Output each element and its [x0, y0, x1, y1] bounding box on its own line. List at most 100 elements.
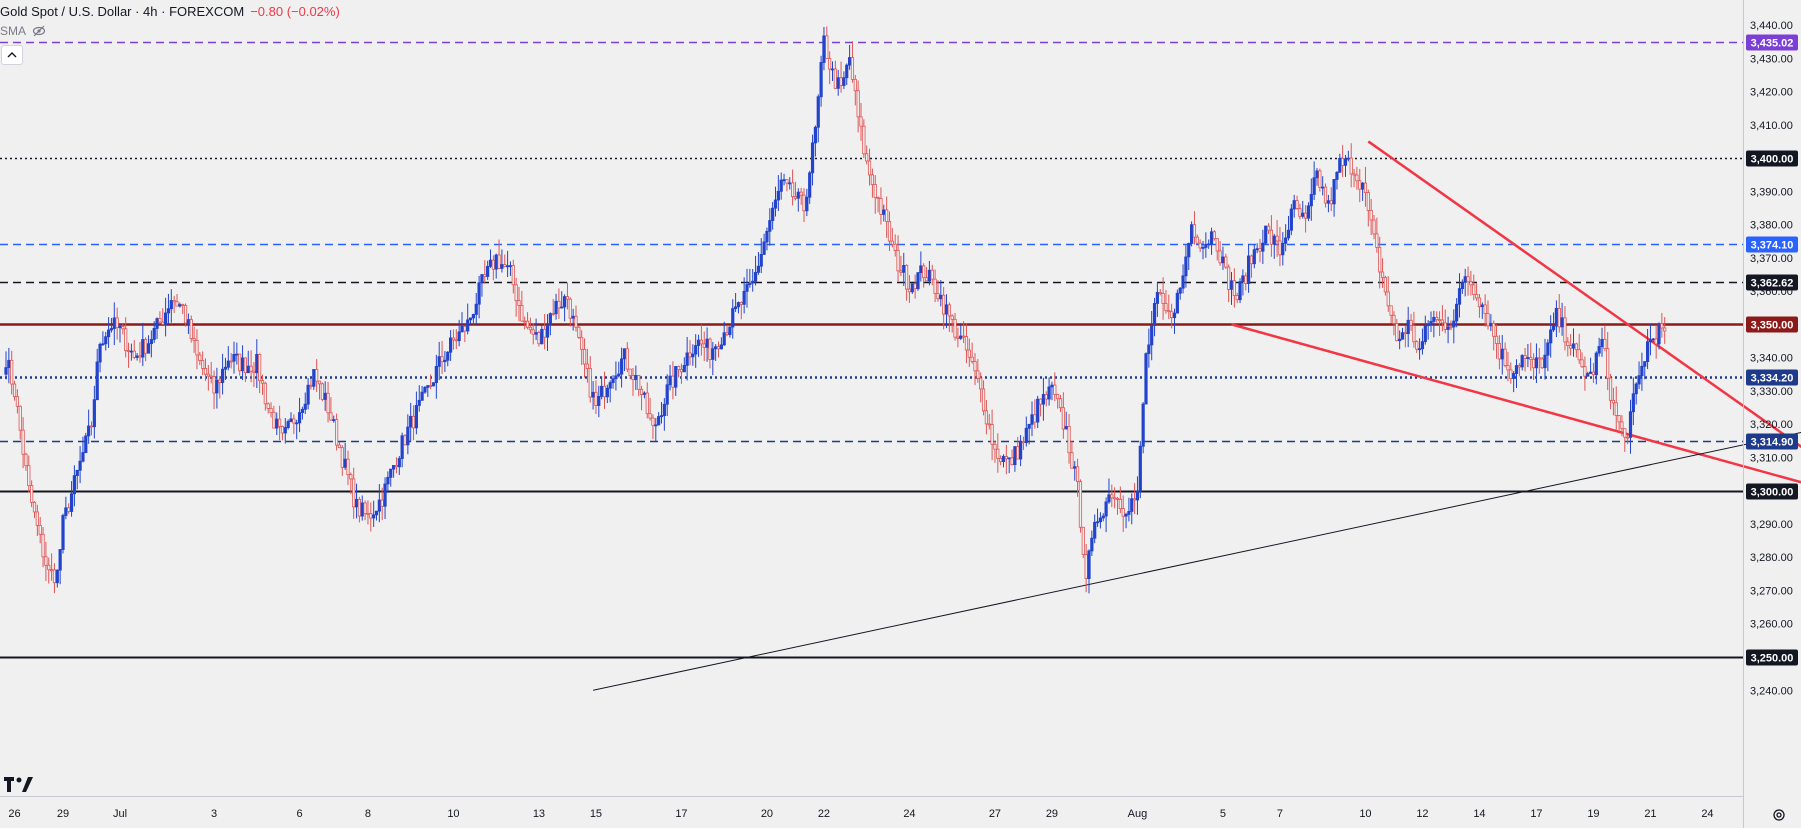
price-line-label: 3,400.00: [1751, 154, 1794, 166]
candle-body: [947, 304, 951, 317]
candle-body: [540, 328, 544, 345]
candle-body: [161, 321, 165, 325]
candle-body: [1110, 494, 1114, 499]
candle-body: [437, 356, 441, 367]
eye-off-icon[interactable]: [32, 25, 46, 37]
wedge-lower[interactable]: [1231, 323, 1801, 514]
candle-body: [1212, 231, 1216, 240]
candle-body: [668, 375, 672, 386]
candle-body: [1372, 219, 1376, 235]
candle-body: [1583, 366, 1587, 377]
candle-body: [1284, 237, 1288, 244]
candle-body: [1278, 240, 1282, 256]
candle-body: [349, 474, 353, 480]
candle-body: [1127, 511, 1131, 515]
candle-body: [919, 265, 923, 274]
support-trendline[interactable]: [592, 414, 1801, 691]
candle-body: [172, 300, 176, 303]
price-line-label-bg: [1746, 236, 1798, 253]
candle-body: [1551, 325, 1556, 331]
candle-body: [1061, 407, 1065, 430]
candle-body: [1395, 323, 1399, 342]
gear-icon[interactable]: [1772, 808, 1786, 825]
y-tick-label: 3,270.00: [1750, 585, 1793, 597]
candle-body: [175, 301, 179, 307]
candle-body: [1244, 275, 1248, 284]
candle-body: [514, 284, 518, 302]
candle-body: [1606, 348, 1610, 379]
candle-body: [295, 422, 299, 425]
candle-body: [1144, 353, 1148, 405]
candle-body: [232, 354, 236, 362]
candle-body: [1019, 441, 1023, 460]
chevron-up-icon[interactable]: [1, 45, 23, 65]
x-tick-label: 5: [1220, 808, 1226, 820]
candle-body: [203, 367, 208, 375]
wedge-upper[interactable]: [1367, 140, 1801, 517]
candle-body: [1204, 243, 1208, 248]
candle-body: [7, 359, 11, 369]
candle-body: [451, 337, 456, 341]
candle-body: [708, 338, 712, 360]
candle-body: [1614, 402, 1618, 416]
candle-body: [417, 399, 421, 406]
candle-body: [1321, 186, 1325, 189]
candle-body: [372, 514, 376, 519]
candle-body: [1409, 319, 1413, 326]
candle-body: [1526, 357, 1530, 359]
candle-body: [357, 498, 362, 517]
candle-body: [1346, 157, 1350, 160]
candle-body: [605, 387, 609, 398]
candle-body: [263, 382, 267, 405]
candle-body: [1663, 327, 1667, 332]
candle-body: [300, 408, 305, 413]
candle-body: [768, 220, 772, 232]
candle-body: [332, 419, 336, 422]
indicator-name[interactable]: SMA: [0, 24, 27, 38]
candle-body: [1141, 403, 1145, 447]
candle-body: [563, 296, 567, 308]
candle-body: [18, 405, 22, 431]
candle-body: [508, 265, 513, 267]
candle-body: [1053, 384, 1057, 395]
candle-body: [391, 465, 396, 470]
candle-body: [967, 349, 971, 358]
candle-body: [773, 199, 778, 209]
candle-body: [648, 413, 652, 419]
candle-body: [243, 357, 247, 374]
candle-body: [414, 405, 419, 429]
candle-body: [716, 346, 721, 350]
candle-body: [52, 569, 57, 584]
candle-body: [691, 353, 695, 358]
candle-body: [1178, 287, 1182, 294]
candle-body: [1164, 303, 1168, 312]
candle-body: [1443, 322, 1447, 330]
y-tick-label: 3,280.00: [1750, 552, 1793, 564]
candle-body: [927, 269, 932, 282]
candle-body: [762, 241, 766, 255]
y-tick-label: 3,390.00: [1750, 186, 1793, 198]
candle-body: [280, 426, 285, 434]
candle-body: [1566, 341, 1570, 346]
candle-body: [771, 207, 775, 221]
candle-body: [1098, 517, 1102, 523]
candle-body: [597, 396, 601, 406]
candle-body: [805, 196, 809, 212]
price-line-label-bg: [1746, 34, 1798, 51]
candle-body: [865, 153, 869, 162]
candle-body: [112, 317, 116, 329]
candle-body: [434, 365, 438, 384]
candle-body: [334, 419, 339, 446]
candle-body: [645, 392, 649, 415]
candle-body: [47, 564, 51, 571]
candle-body: [1569, 345, 1573, 349]
candle-body: [1503, 348, 1507, 366]
candle-body: [431, 382, 436, 387]
symbol-title[interactable]: Gold Spot / U.S. Dollar · 4h · FOREXCOM: [0, 3, 245, 19]
candle-body: [84, 435, 88, 453]
candle-body: [1597, 346, 1601, 354]
candle-body: [1036, 398, 1040, 423]
candle-body: [950, 315, 954, 320]
candle-body: [1301, 212, 1305, 217]
